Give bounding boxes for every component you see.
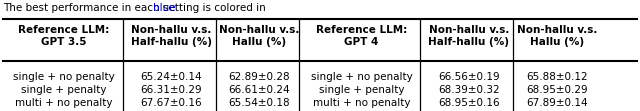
Text: 66.56±0.19: 66.56±0.19	[438, 72, 500, 82]
Text: single + no penalty: single + no penalty	[13, 72, 115, 82]
Text: 66.31±0.29: 66.31±0.29	[140, 85, 202, 95]
Text: 65.54±0.18: 65.54±0.18	[228, 98, 290, 108]
Text: single + penalty: single + penalty	[319, 85, 404, 95]
Text: 68.95±0.16: 68.95±0.16	[438, 98, 500, 108]
Text: 66.61±0.24: 66.61±0.24	[228, 85, 290, 95]
Text: 68.39±0.32: 68.39±0.32	[438, 85, 500, 95]
Text: blue.: blue.	[153, 3, 179, 13]
Text: single + no penalty: single + no penalty	[311, 72, 412, 82]
Text: 67.67±0.16: 67.67±0.16	[140, 98, 202, 108]
Text: Reference LLM:
GPT 4: Reference LLM: GPT 4	[316, 25, 407, 47]
Text: 62.89±0.28: 62.89±0.28	[228, 72, 290, 82]
Text: 67.89±0.14: 67.89±0.14	[526, 98, 588, 108]
Text: single + penalty: single + penalty	[21, 85, 107, 95]
Text: multi + no penalty: multi + no penalty	[313, 98, 410, 108]
Text: The best performance in each setting is colored in: The best performance in each setting is …	[3, 3, 269, 13]
Text: multi + no penalty: multi + no penalty	[15, 98, 113, 108]
Text: Reference LLM:
GPT 3.5: Reference LLM: GPT 3.5	[19, 25, 109, 47]
Text: 68.95±0.29: 68.95±0.29	[526, 85, 588, 95]
Text: 65.88±0.12: 65.88±0.12	[526, 72, 588, 82]
Text: 65.24±0.14: 65.24±0.14	[140, 72, 202, 82]
Text: Non-hallu v.s.
Hallu (%): Non-hallu v.s. Hallu (%)	[516, 25, 597, 47]
Text: Non-hallu v.s.
Half-hallu (%): Non-hallu v.s. Half-hallu (%)	[428, 25, 509, 47]
Text: Non-hallu v.s.
Half-hallu (%): Non-hallu v.s. Half-hallu (%)	[131, 25, 212, 47]
Text: Non-hallu v.s.
Hallu (%): Non-hallu v.s. Hallu (%)	[219, 25, 300, 47]
